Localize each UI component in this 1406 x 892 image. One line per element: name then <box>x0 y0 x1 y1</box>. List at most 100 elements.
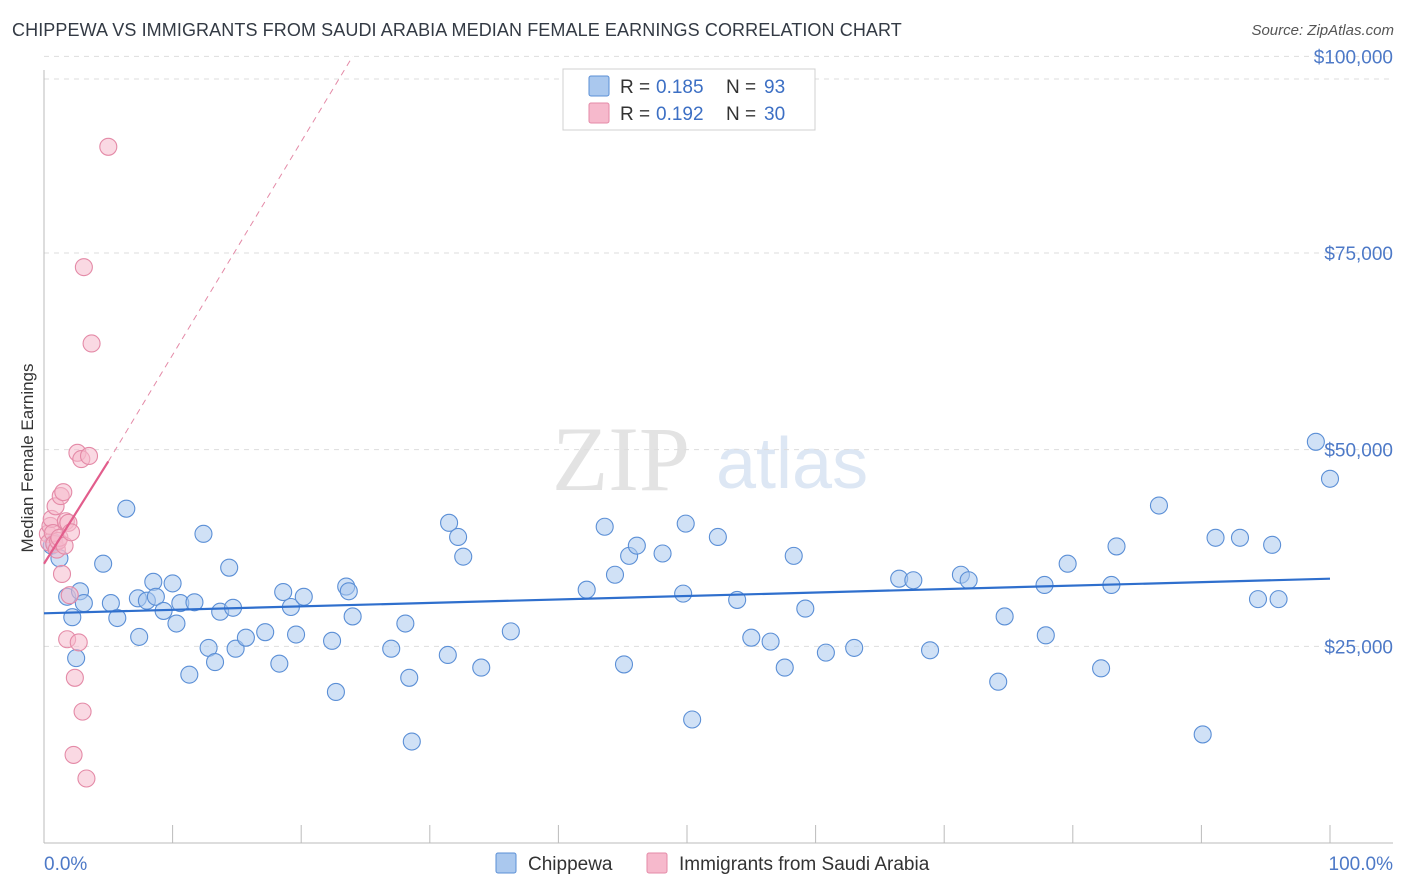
bottom-legend: Chippewa Immigrants from Saudi Arabia <box>495 852 930 875</box>
source-credit: Source: ZipAtlas.com <box>1251 22 1394 39</box>
chippewa-point-5 <box>67 649 86 668</box>
chippewa-point-52 <box>577 580 596 599</box>
top-legend: R = 0.185 N = 93 R = 0.192 N = 30 <box>562 68 816 131</box>
chippewa-point-80 <box>1058 554 1077 573</box>
saudi-point-26 <box>77 769 96 788</box>
y-tick-label-100000: $100,000 <box>1314 47 1393 68</box>
saudi-point-12 <box>54 483 73 502</box>
chippewa-point-70 <box>845 638 864 657</box>
chippewa-point-54 <box>605 565 625 584</box>
chippewa-point-19 <box>167 614 186 633</box>
chippewa-point-18 <box>163 574 182 593</box>
chippewa-point-44 <box>400 668 419 687</box>
saudi-point-27 <box>79 446 99 466</box>
legend-n-label-1: N = <box>726 77 756 98</box>
chippewa-point-10 <box>108 608 127 628</box>
chippewa-point-40 <box>339 582 358 601</box>
chippewa-point-31 <box>256 623 275 642</box>
chippewa-point-84 <box>1149 496 1169 515</box>
chippewa-point-77 <box>995 607 1014 626</box>
chart-title: CHIPPEWA VS IMMIGRANTS FROM SAUDI ARABIA… <box>12 20 902 40</box>
saudi-point-17 <box>60 586 79 605</box>
chippewa-point-41 <box>343 607 362 626</box>
chippewa-point-32 <box>270 654 289 673</box>
chippewa-point-30 <box>236 628 255 647</box>
saudi-point-20 <box>65 668 84 687</box>
chippewa-point-92 <box>1320 469 1340 488</box>
legend-r-value-2: 0.192 <box>656 104 704 125</box>
chippewa-point-15 <box>144 572 163 591</box>
saudi-point-28 <box>82 334 101 353</box>
series-chippewa-points <box>42 432 1340 751</box>
chippewa-point-91 <box>1306 432 1325 451</box>
chippewa-point-89 <box>1263 535 1282 554</box>
chippewa-point-64 <box>742 628 761 647</box>
chippewa-point-83 <box>1107 537 1126 556</box>
chippewa-point-86 <box>1206 528 1225 547</box>
chippewa-point-36 <box>294 587 313 606</box>
trend-line-saudi <box>43 460 110 565</box>
chippewa-point-13 <box>130 627 149 646</box>
chippewa-point-37 <box>323 631 342 650</box>
bottom-legend-swatch-saudi <box>646 852 668 874</box>
chippewa-point-66 <box>775 658 794 677</box>
chippewa-point-58 <box>653 544 672 563</box>
chippewa-point-23 <box>194 524 213 543</box>
bottom-legend-label-saudi: Immigrants from Saudi Arabia <box>679 854 930 875</box>
chippewa-point-11 <box>117 499 136 518</box>
x-axis-ticks <box>43 825 1331 843</box>
saudi-point-22 <box>69 633 88 652</box>
chippewa-point-29 <box>226 639 245 658</box>
chippewa-point-65 <box>761 632 780 651</box>
chippewa-point-57 <box>627 536 646 555</box>
chippewa-point-8 <box>94 554 113 573</box>
chippewa-point-79 <box>1036 626 1055 645</box>
series-saudi-points <box>38 137 118 788</box>
saudi-point-11 <box>52 564 72 584</box>
x-tick-label-min: 0.0% <box>44 854 87 875</box>
y-tick-labels: $25,000 $50,000 $75,000 $100,000 <box>1314 47 1393 658</box>
legend-r-value-1: 0.185 <box>656 77 704 98</box>
saudi-point-24 <box>73 702 92 721</box>
chippewa-point-60 <box>676 514 695 533</box>
legend-n-value-2: 30 <box>764 104 785 125</box>
legend-n-value-1: 93 <box>764 77 785 98</box>
legend-r-label-2: R = <box>620 104 650 125</box>
chippewa-point-68 <box>796 599 815 618</box>
chippewa-point-33 <box>274 583 293 602</box>
y-axis-label: Median Female Earnings <box>18 364 37 553</box>
y-tick-label-50000: $50,000 <box>1324 441 1393 462</box>
y-tick-label-75000: $75,000 <box>1324 244 1393 265</box>
chippewa-point-47 <box>440 513 459 532</box>
watermark-zip: ZIP <box>552 408 690 510</box>
chippewa-point-38 <box>326 682 345 702</box>
trend-lines <box>43 56 1331 615</box>
chippewa-point-51 <box>501 622 520 641</box>
chippewa-point-53 <box>595 517 614 536</box>
chippewa-point-75 <box>959 571 978 590</box>
chippewa-point-90 <box>1269 590 1288 609</box>
chippewa-point-35 <box>287 625 306 644</box>
chippewa-point-43 <box>396 614 415 633</box>
chippewa-point-72 <box>904 571 923 590</box>
x-tick-label-max: 100.0% <box>1329 854 1394 875</box>
legend-n-label-2: N = <box>726 104 756 125</box>
chippewa-point-49 <box>454 547 473 566</box>
chippewa-point-73 <box>921 641 940 660</box>
bottom-legend-label-chippewa: Chippewa <box>528 854 613 875</box>
legend-swatch-chippewa <box>588 75 610 97</box>
chippewa-point-48 <box>449 527 468 547</box>
y-tick-label-25000: $25,000 <box>1324 637 1393 658</box>
chippewa-point-81 <box>1092 659 1111 678</box>
chippewa-point-62 <box>708 527 727 547</box>
chippewa-point-27 <box>220 558 239 577</box>
chippewa-point-59 <box>674 584 693 603</box>
bottom-legend-swatch-chippewa <box>495 852 517 874</box>
chippewa-point-78 <box>1035 575 1054 595</box>
chippewa-point-88 <box>1248 590 1268 609</box>
saudi-point-25 <box>74 258 93 277</box>
watermark-atlas: atlas <box>716 424 868 504</box>
chippewa-point-61 <box>683 710 702 729</box>
chippewa-point-69 <box>816 643 835 662</box>
